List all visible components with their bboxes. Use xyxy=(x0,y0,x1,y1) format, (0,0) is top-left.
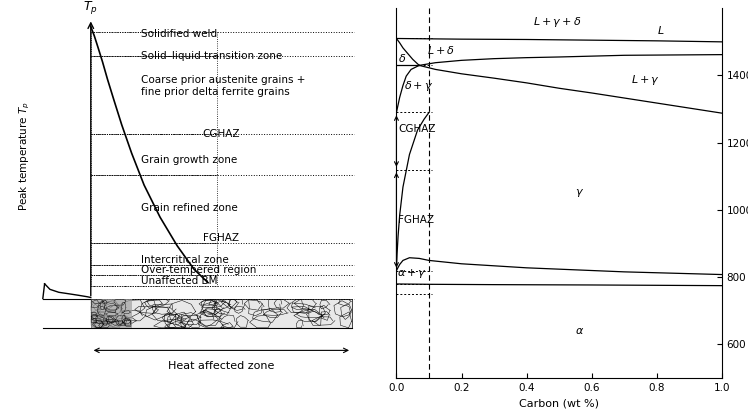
X-axis label: Carbon (wt %): Carbon (wt %) xyxy=(519,399,599,409)
Text: $L + \gamma$: $L + \gamma$ xyxy=(631,72,660,86)
Text: Heat affected zone: Heat affected zone xyxy=(168,361,275,371)
Text: $L + \delta$: $L + \delta$ xyxy=(427,44,456,56)
Text: Coarse prior austenite grains +
fine prior delta ferrite grains: Coarse prior austenite grains + fine pri… xyxy=(141,75,305,97)
Text: $L$: $L$ xyxy=(657,24,664,36)
Polygon shape xyxy=(91,298,352,328)
Text: Solid–liquid transition zone: Solid–liquid transition zone xyxy=(141,51,282,61)
Text: CGHAZ: CGHAZ xyxy=(398,124,435,134)
Text: Grain refined zone: Grain refined zone xyxy=(141,203,237,213)
Text: $\delta + \gamma$: $\delta + \gamma$ xyxy=(404,79,433,93)
Text: $\delta$: $\delta$ xyxy=(398,52,406,64)
Text: $L + \gamma + \delta$: $L + \gamma + \delta$ xyxy=(533,15,581,29)
Text: $T_p$: $T_p$ xyxy=(83,0,98,16)
Text: Intercritical zone: Intercritical zone xyxy=(141,255,228,265)
Text: $\alpha + \gamma$: $\alpha + \gamma$ xyxy=(397,268,427,280)
Polygon shape xyxy=(91,298,132,328)
Text: FGHAZ: FGHAZ xyxy=(398,215,434,225)
Text: CGHAZ: CGHAZ xyxy=(203,129,240,139)
Text: FGHAZ: FGHAZ xyxy=(203,233,239,243)
Text: Grain growth zone: Grain growth zone xyxy=(141,155,237,165)
Text: Solidified weld: Solidified weld xyxy=(141,29,217,39)
Text: $\alpha$: $\alpha$ xyxy=(575,326,585,336)
Text: $\gamma$: $\gamma$ xyxy=(575,187,584,199)
Text: Unaffected BM: Unaffected BM xyxy=(141,276,217,286)
Text: Over-tempered region: Over-tempered region xyxy=(141,266,256,275)
Text: Peak temperature $T_p$: Peak temperature $T_p$ xyxy=(18,102,32,211)
